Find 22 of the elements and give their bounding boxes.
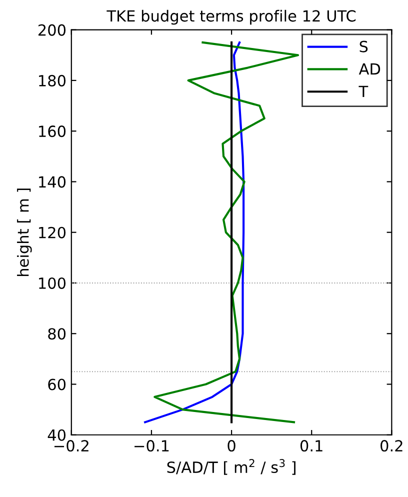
x-tick-label: 0: [228, 440, 236, 452]
line-series: [154, 41, 300, 424]
y-axis-title: height [ m ]: [17, 188, 32, 276]
legend-label: S: [360, 40, 368, 52]
y-tick-label: 40: [48, 429, 66, 441]
y-tick-label: 200: [38, 24, 66, 36]
y-tick-label: 100: [39, 277, 66, 289]
y-tick-label: 60: [48, 378, 66, 390]
y-tick-label: 80: [48, 328, 66, 340]
legend-label: T: [358, 86, 368, 97]
x-tick-label: −0.2: [54, 440, 88, 452]
chart-title: TKE budget terms profile 12 UTC: [106, 10, 356, 25]
y-tick-label: 140: [39, 176, 66, 188]
legend-label: AD: [358, 63, 380, 75]
x-tick-label: 0.2: [380, 440, 402, 452]
y-tick-label: 120: [39, 226, 66, 238]
line-series: [144, 41, 245, 424]
x-axis-title: S/AD/T [ m$^{2}$ / s$^{3}$ ]: [167, 459, 296, 475]
x-tick-label: −0.1: [134, 440, 169, 452]
y-tick-label: 160: [39, 126, 66, 138]
y-tick-label: 180: [39, 74, 66, 86]
x-tick-label: 0.1: [300, 440, 322, 452]
